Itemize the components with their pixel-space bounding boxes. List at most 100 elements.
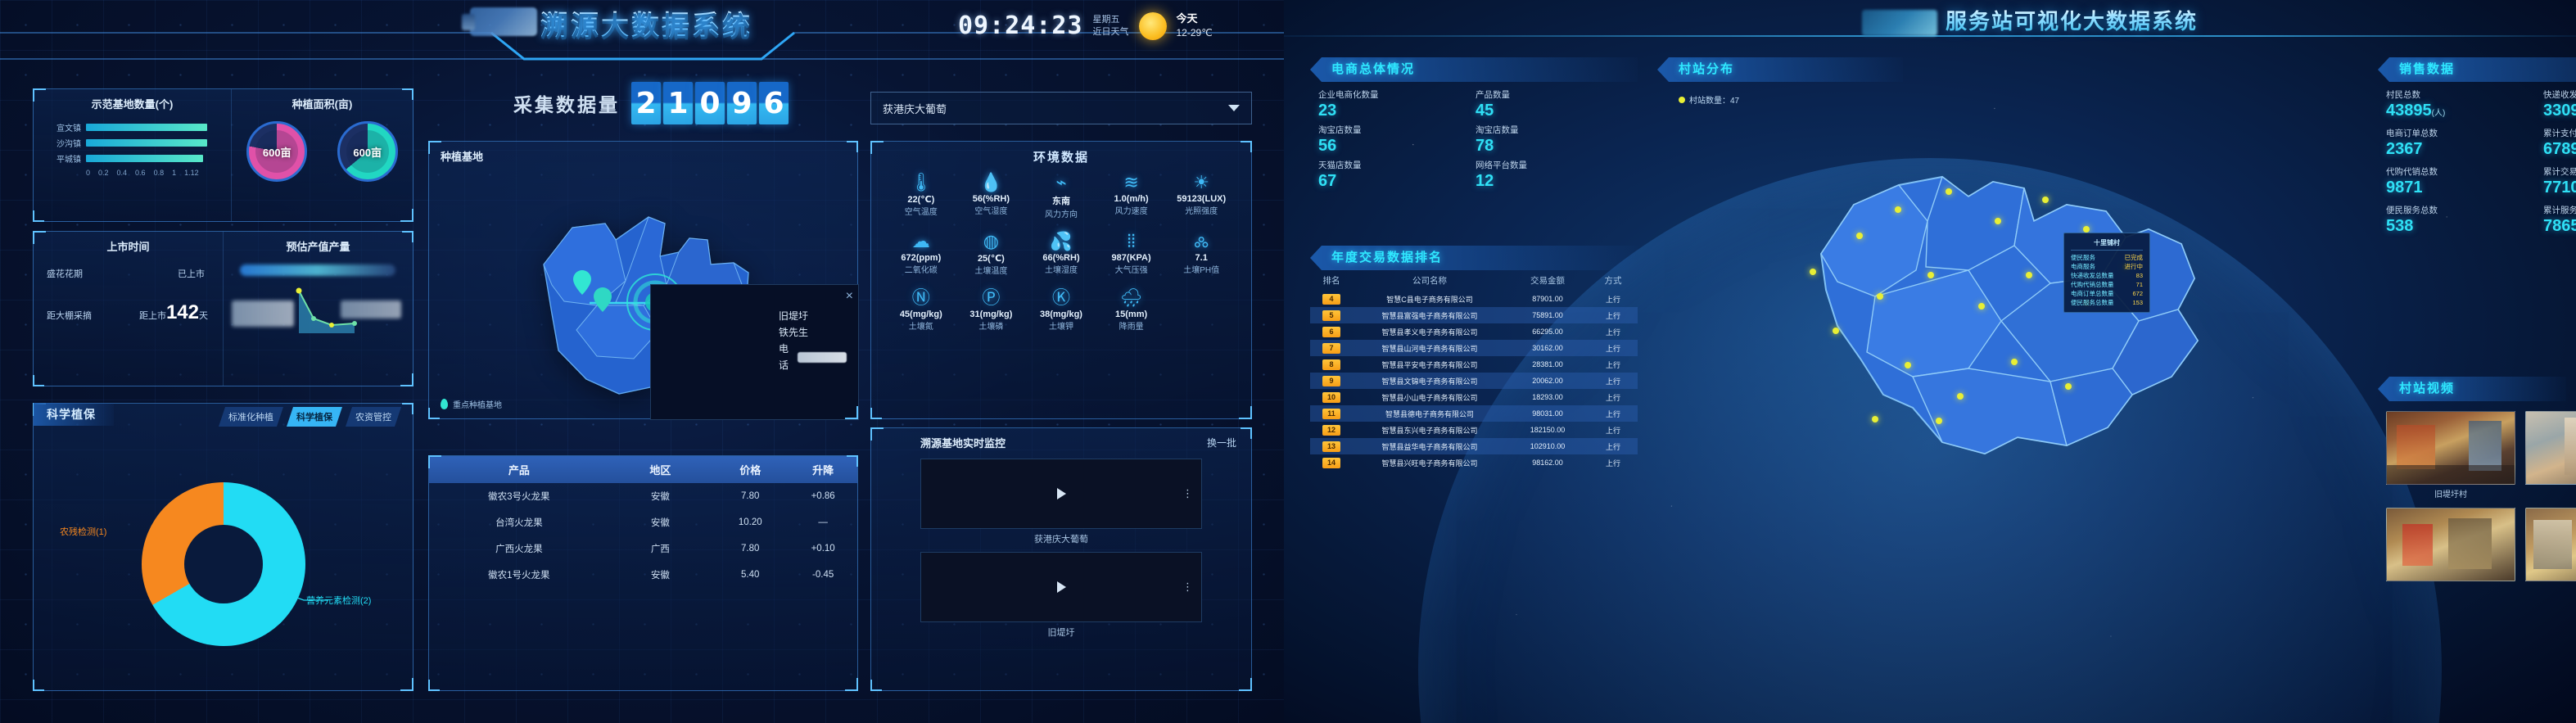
village-dot[interactable] — [2083, 226, 2090, 233]
monitor-refresh-button[interactable]: 换一批 — [1206, 437, 1236, 449]
video-player-2[interactable]: ⋮ — [920, 552, 1202, 622]
planting-base-map-panel: 种植基地 — [428, 141, 859, 420]
village-dot[interactable] — [1905, 362, 1911, 368]
play-icon[interactable] — [1056, 488, 1066, 499]
rank-badge: 6 — [1322, 326, 1340, 337]
price-table-panel: 产品 地区 价格 升降 徽农3号火龙果 安徽 7.80 +0.86 台湾火龙果 安徽 10… — [428, 455, 858, 691]
env-value: 45(mg/kg) — [899, 310, 942, 319]
ecommerce-panel: 电商总体情况 企业电商化数量 23 产品数量 45 淘宝店数量 56 淘宝店数量 78 … — [1310, 57, 1638, 213]
cell-amount: 66295.00 — [1532, 328, 1563, 336]
village-dot[interactable] — [1927, 272, 1934, 278]
map-pin-icon-2[interactable] — [593, 286, 617, 319]
cell-method: 上行 — [1605, 442, 1620, 451]
popup-row: 代购代销总数量 71 — [2071, 280, 2143, 289]
env-value: 1.0(m/h) — [1114, 194, 1149, 204]
map-pin-icon[interactable] — [572, 269, 597, 301]
kebab-icon[interactable]: ⋮ — [1182, 487, 1193, 499]
tab-agri-input-control[interactable]: 农资管控 — [346, 407, 401, 427]
env-metric-ph: 🝆 7.1 土壤PH值 — [1166, 231, 1236, 276]
base-select[interactable]: 获港庆大葡萄 — [870, 92, 1252, 124]
listing-value: 已上市 — [178, 269, 205, 279]
village-dot[interactable] — [1946, 188, 1952, 195]
village-dot[interactable] — [2011, 359, 2018, 365]
listing-time-title: 上市时间 — [106, 241, 150, 253]
popup-key: 快递收发总数量 — [2071, 272, 2114, 279]
popup-key: 便民服务总数量 — [2071, 299, 2114, 306]
counter-digit: 2 — [631, 82, 661, 124]
cell-region: 安徽 — [650, 492, 670, 502]
axis-tick: 1 — [172, 169, 177, 177]
rank-badge: 10 — [1322, 391, 1340, 403]
village-dot[interactable] — [1877, 293, 1883, 300]
env-metric-nitrogen: Ⓝ 45(mg/kg) 土壤氮 — [886, 287, 956, 332]
estimate-block: 预估产值产量 — [224, 232, 413, 386]
th-region: 地区 — [608, 456, 712, 483]
thermometer-icon: 🌡 — [909, 172, 933, 192]
metric-block: 累计支付总金额67892.00(元) — [2543, 127, 2576, 162]
page-title: 溯源大数据系统 — [540, 3, 752, 43]
cell-company: 智慧县山河电子商务有限公司 — [1381, 344, 1478, 353]
gallery-item[interactable] — [2386, 508, 2515, 584]
play-icon[interactable] — [1056, 581, 1066, 593]
cell-change: +0.86 — [811, 491, 835, 501]
village-dot[interactable] — [1978, 303, 1985, 310]
countdown-prefix: 距上市 — [138, 311, 166, 321]
village-count-label: 村站数量：47 — [1689, 97, 1740, 106]
village-dot[interactable] — [1872, 416, 1878, 423]
photo-thumbnail[interactable] — [2386, 411, 2515, 485]
photo-thumbnail[interactable] — [2525, 508, 2576, 581]
cell-amount: 87901.00 — [1532, 295, 1563, 303]
village-dot[interactable] — [1957, 393, 1964, 400]
bar-row: 平城镇 — [40, 151, 221, 166]
table-row: 9 智慧县文锦电子商务有限公司 20062.00 上行 — [1310, 373, 1638, 389]
humidity-icon: 💧 — [979, 172, 1003, 192]
listing-countdown: 距上市142天 — [139, 301, 208, 324]
metric-block: 村民总数 43895(人) — [2386, 88, 2543, 124]
cell-amount: 75891.00 — [1532, 311, 1563, 319]
env-metric-air-temp: 🌡 22(℃) 空气温度 — [886, 172, 956, 219]
photo-thumbnail[interactable] — [2525, 411, 2576, 485]
env-metric-wind-direction: ⌁ 东南 风力方向 — [1026, 172, 1096, 219]
env-metric-air-humidity: 💧 56(%RH) 空气湿度 — [956, 172, 1027, 219]
cell-company: 智慧县东兴电子商务有限公司 — [1381, 426, 1478, 435]
env-name: 土壤PH值 — [1183, 266, 1220, 275]
cell-method: 上行 — [1605, 344, 1620, 353]
village-dot[interactable] — [2042, 197, 2049, 203]
close-icon[interactable]: × — [845, 289, 853, 303]
env-value: 672(ppm) — [901, 253, 942, 263]
clock-meta: 星期五 近日天气 — [1093, 14, 1129, 38]
base-count-block: 示范基地数量(个) 宣文镇 沙沟镇 平城镇 — [34, 89, 232, 221]
village-dot[interactable] — [1895, 206, 1901, 213]
gallery-item[interactable] — [2525, 508, 2576, 584]
gallery-item[interactable]: 旧堤圩村 — [2386, 411, 2515, 499]
tab-plant-protection[interactable]: 科学植保 — [287, 407, 342, 427]
cell-method: 上行 — [1605, 409, 1620, 418]
metric-block: 代购代销总数 9871 — [2386, 165, 2543, 201]
video-player-1[interactable]: ⋮ — [920, 459, 1202, 529]
plant-area-block: 种植面积(亩) 600亩 600亩 — [232, 89, 413, 221]
rainfall-icon: 🌧 — [1119, 287, 1143, 308]
listing-key: 盛花花期 — [47, 269, 83, 279]
village-dot[interactable] — [1810, 269, 1816, 275]
village-dot[interactable] — [1856, 233, 1863, 239]
village-dot[interactable] — [2026, 272, 2032, 278]
env-metric-wind-speed: ≋ 1.0(m/h) 风力速度 — [1096, 172, 1167, 219]
village-dot[interactable] — [1833, 328, 1839, 334]
gallery-item[interactable]: 中心村 — [2525, 411, 2576, 499]
village-dot[interactable] — [1995, 218, 2001, 224]
kebab-icon[interactable]: ⋮ — [1182, 581, 1193, 593]
metric-label: 网络平台数量 — [1476, 160, 1527, 170]
clock-time: 09:24:23 — [958, 11, 1083, 40]
photo-thumbnail[interactable] — [2386, 508, 2515, 581]
monitor-header: 溯源基地实时监控 换一批 — [871, 428, 1251, 450]
bar-label: 宣文镇 — [56, 124, 81, 133]
brand-logo-icon — [470, 7, 537, 36]
province-map[interactable] — [1723, 106, 2296, 532]
village-dot[interactable] — [2065, 383, 2072, 390]
metric-value: 23 — [1318, 102, 1337, 120]
cell-company: 智慧县小山电子商务有限公司 — [1381, 393, 1478, 402]
village-dot[interactable] — [1936, 418, 1942, 424]
tab-standard-planting[interactable]: 标准化种植 — [219, 407, 283, 427]
env-value: 7.1 — [1195, 253, 1208, 263]
